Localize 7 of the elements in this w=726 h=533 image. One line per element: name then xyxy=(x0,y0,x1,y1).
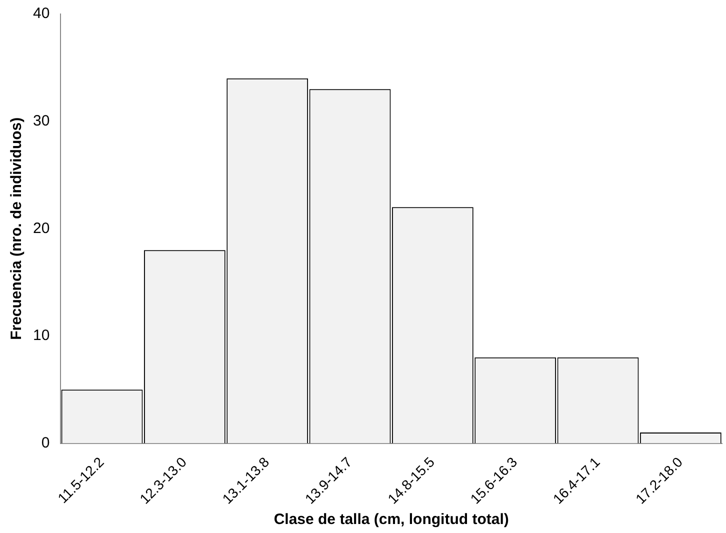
y-tick-label: 30 xyxy=(32,112,50,130)
y-tick-label: 0 xyxy=(41,434,50,452)
x-axis-title: Clase de talla (cm, longitud total) xyxy=(274,511,509,528)
y-tick-label: 20 xyxy=(32,220,50,237)
y-tick-label: 10 xyxy=(32,327,50,344)
y-axis-title: Frecuencia (nro. de individuos) xyxy=(8,117,26,340)
y-tick-label: 40 xyxy=(32,5,50,22)
